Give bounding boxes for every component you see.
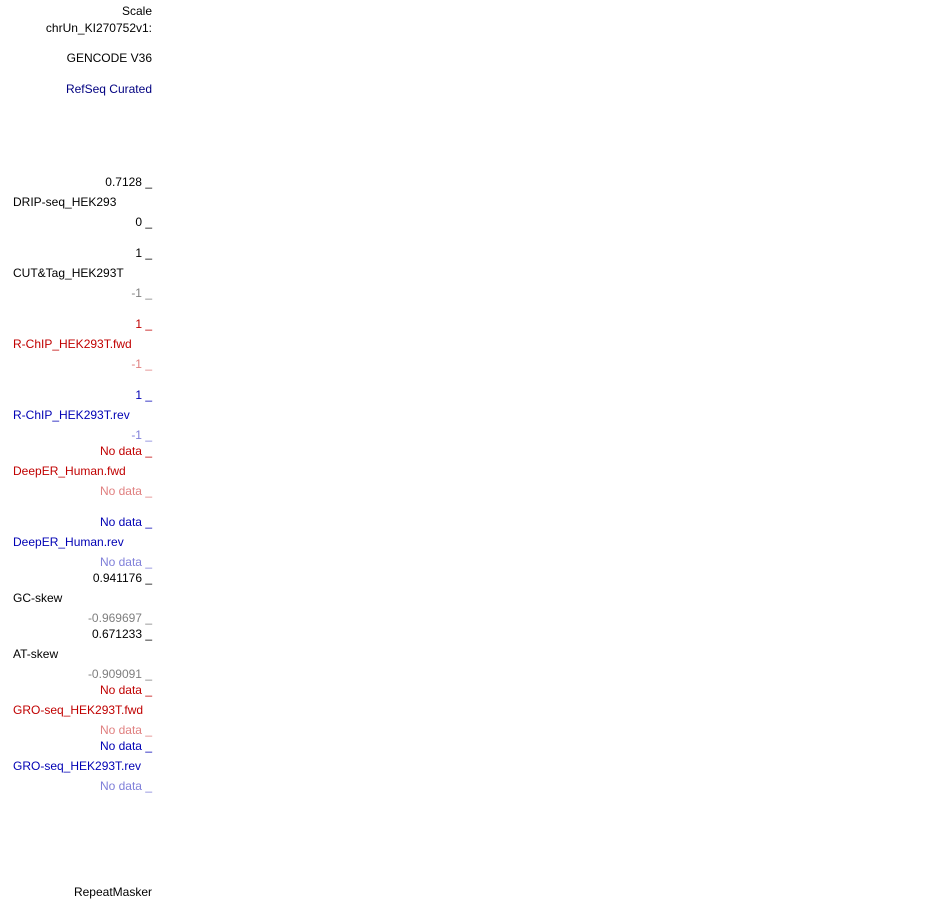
chrom-position-label: chrUn_KI270752v1: [45,21,152,35]
drip-seq-min-value: 0 _ [135,215,152,229]
gro-seq-rev-min-value: No data _ [99,779,152,793]
scale-label: Scale [121,4,152,18]
at-skew-min-value: -0.909091 _ [87,667,152,681]
rchip-rev-min-value: -1 _ [131,428,152,442]
gc-skew-max-value: 0.941176 _ [92,571,152,585]
deeper-fwd-min-value: No data _ [99,484,152,498]
gc-skew-track-label[interactable]: GC-skew [13,591,63,605]
gro-seq-fwd-max-value: No data _ [99,683,152,697]
rchip-fwd-min-value: -1 _ [131,357,152,371]
rchip-rev-track-label[interactable]: R-ChIP_HEK293T.rev [13,408,130,422]
rchip-rev-max-value: 1 _ [135,388,152,402]
rchip-fwd-max-value: 1 _ [135,317,152,331]
deeper-rev-min-value: No data _ [99,555,152,569]
drip-seq-track-label[interactable]: DRIP-seq_HEK293 [13,195,117,209]
cuttag-min-value: -1 _ [131,286,152,300]
gencode-track-label[interactable]: GENCODE V36 [66,51,152,65]
deeper-fwd-max-value: No data _ [99,444,152,458]
refseq-track-label[interactable]: RefSeq Curated [65,82,152,96]
gc-skew-min-value: -0.969697 _ [87,611,152,625]
gro-seq-fwd-track-label[interactable]: GRO-seq_HEK293T.fwd [13,703,144,717]
deeper-rev-max-value: No data _ [99,515,152,529]
at-skew-max-value: 0.671233 _ [91,627,152,641]
drip-seq-max-value: 0.7128 _ [105,175,152,189]
cuttag-max-value: 1 _ [135,246,152,260]
repeatmasker-track-label[interactable]: RepeatMasker [73,885,152,899]
deeper-rev-track-label[interactable]: DeepER_Human.rev [13,535,124,549]
gro-seq-rev-track-label[interactable]: GRO-seq_HEK293T.rev [13,759,142,773]
deeper-fwd-track-label[interactable]: DeepER_Human.fwd [13,464,126,478]
gro-seq-rev-max-value: No data _ [99,739,152,753]
rchip-fwd-track-label[interactable]: R-ChIP_HEK293T.fwd [13,337,132,351]
at-skew-track-label[interactable]: AT-skew [13,647,59,661]
cuttag-track-label[interactable]: CUT&Tag_HEK293T [13,266,124,280]
gro-seq-fwd-min-value: No data _ [99,723,152,737]
